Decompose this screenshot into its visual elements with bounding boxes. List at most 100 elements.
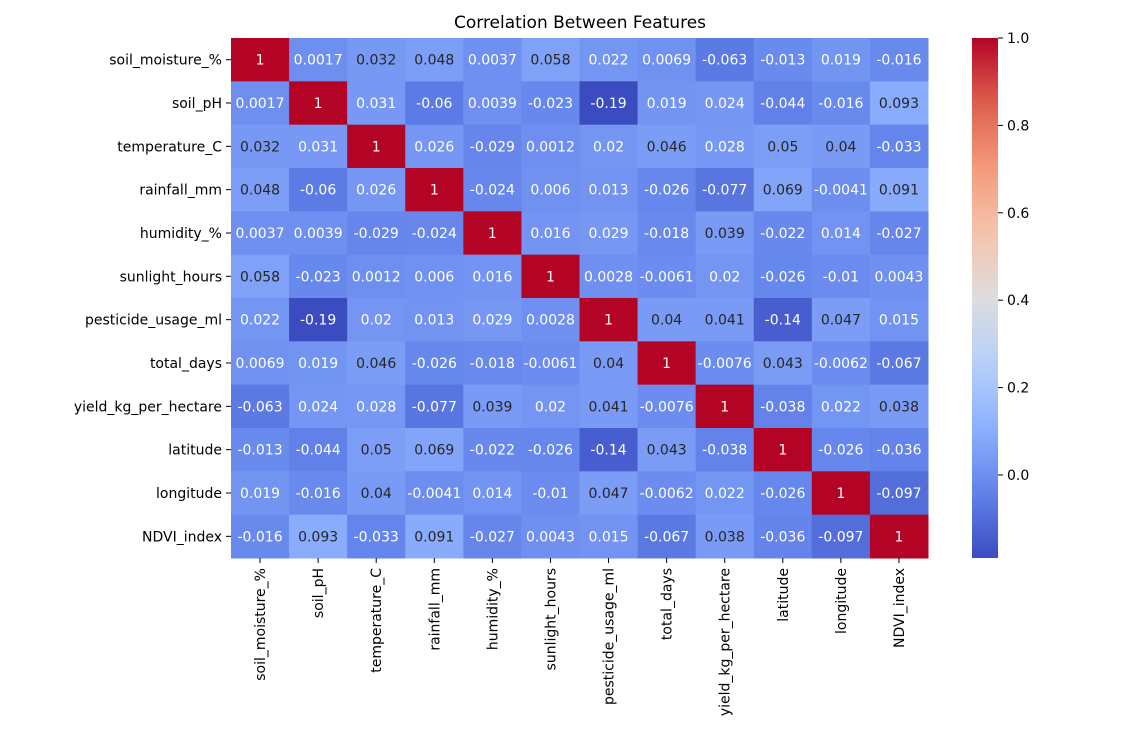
heatmap-cell (463, 211, 522, 256)
heatmap-cell (231, 384, 290, 429)
y-tick-label: rainfall_mm (139, 183, 222, 199)
cell-value-label: 1 (604, 313, 613, 329)
heatmap-cell (463, 38, 522, 82)
cell-value-label: -0.024 (470, 183, 515, 199)
cell-value-label: 0.04 (651, 313, 682, 329)
heatmap-cell (463, 341, 522, 386)
cell-value-label: 0.0012 (352, 269, 401, 285)
heatmap-cell (579, 38, 639, 82)
cell-value-label: 0.02 (361, 313, 392, 329)
heatmap-cell (289, 211, 348, 256)
heatmap-cell (637, 38, 697, 82)
heatmap-cell (811, 81, 871, 126)
cell-value-label: 0.031 (298, 139, 338, 155)
cell-value-label: -0.19 (300, 313, 336, 329)
heatmap-cell (521, 428, 580, 472)
heatmap-cell (231, 211, 290, 256)
cell-value-label: -0.016 (237, 529, 282, 545)
cell-value-label: 1 (836, 486, 845, 502)
heatmap-cell (637, 211, 697, 256)
cell-value-label: 1 (546, 269, 555, 285)
heatmap-cell (637, 384, 697, 429)
cell-value-label: 0.031 (356, 96, 396, 112)
heatmap-cell (579, 124, 639, 169)
cell-value-label: 1 (662, 356, 671, 372)
x-tick-label: temperature_C (369, 568, 385, 673)
heatmap-cell (695, 81, 755, 126)
cell-value-label: -0.026 (760, 269, 805, 285)
x-tick-label: soil_pH (311, 568, 327, 618)
cell-value-label: 1 (488, 226, 497, 242)
heatmap-cell (347, 124, 406, 169)
heatmap-cell (289, 471, 348, 516)
colorbar-tick-label: 0.8 (1007, 118, 1029, 134)
heatmap-cell (405, 254, 464, 299)
cell-value-label: -0.026 (412, 356, 457, 372)
y-tick-label: soil_pH (172, 96, 222, 112)
heatmap-cell (231, 124, 290, 169)
heatmap-cell (869, 341, 929, 386)
cell-value-label: 0.091 (414, 529, 454, 545)
cell-value-label: 0.032 (240, 139, 280, 155)
cell-value-label: 1 (894, 529, 903, 545)
heatmap-cell (753, 81, 813, 126)
cell-value-label: 0.05 (361, 443, 392, 459)
heatmap-cells: 1 0.0017 0.032 0.048 0.0037 0.058 0.022 0.0069-… (231, 38, 929, 559)
cell-value-label: -0.19 (590, 96, 626, 112)
heatmap-cell (521, 341, 580, 386)
heatmap-cell (289, 81, 348, 126)
heatmap-cell (637, 428, 697, 472)
heatmap-cell (869, 254, 929, 299)
heatmap-cell (463, 471, 522, 516)
cell-value-label: -0.067 (644, 529, 689, 545)
colorbar-tick-label: 0.2 (1007, 381, 1029, 397)
heatmap-cell (753, 168, 813, 212)
cell-value-label: 0.028 (356, 399, 396, 415)
cell-value-label: -0.033 (876, 139, 921, 155)
cell-value-label: -0.063 (702, 53, 747, 69)
heatmap-cell (753, 211, 813, 256)
cell-value-label: -0.038 (702, 443, 747, 459)
heatmap-cell (753, 298, 813, 342)
y-tick-label: soil_moisture_% (109, 53, 222, 69)
x-tick-label: longitude (834, 568, 850, 634)
cell-value-label: -0.0062 (640, 486, 694, 502)
cell-value-label: 0.026 (356, 183, 396, 199)
heatmap-cell (811, 124, 871, 169)
y-tick-label: longitude (156, 486, 222, 502)
heatmap-cell (695, 211, 755, 256)
cell-value-label: -0.023 (296, 269, 341, 285)
heatmap-cell (753, 428, 813, 472)
colorbar-gradient (972, 38, 998, 558)
heatmap-cell (579, 514, 639, 559)
cell-value-label: -0.013 (760, 53, 805, 69)
cell-value-label: -0.06 (300, 183, 336, 199)
heatmap-cell (695, 298, 755, 342)
cell-value-label: -0.06 (416, 96, 452, 112)
cell-value-label: -0.026 (644, 183, 689, 199)
cell-value-label: 1 (314, 96, 323, 112)
heatmap-cell (231, 168, 290, 212)
heatmap-cell (695, 384, 755, 429)
cell-value-label: -0.022 (760, 226, 805, 242)
x-axis-tick-labels: soil_moisture_% soil_pH temperature_C rainf… (253, 558, 908, 716)
y-tick-label: NDVI_index (142, 529, 222, 545)
heatmap-cell (405, 298, 464, 342)
heatmap-cell (637, 298, 697, 342)
cell-value-label: 0.048 (240, 183, 280, 199)
heatmap-cell (695, 38, 755, 82)
cell-value-label: -0.077 (702, 183, 747, 199)
heatmap-cell (753, 341, 813, 386)
heatmap-cell (579, 168, 639, 212)
heatmap-cell (811, 471, 871, 516)
heatmap-cell (637, 514, 697, 559)
heatmap-cell (347, 428, 406, 472)
cell-value-label: 0.006 (530, 183, 570, 199)
heatmap-cell (811, 168, 871, 212)
heatmap-cell (579, 211, 639, 256)
cell-value-label: 0.016 (472, 269, 512, 285)
heatmap-cell (405, 471, 464, 516)
heatmap-cell (637, 471, 697, 516)
cell-value-label: 0.02 (593, 139, 624, 155)
heatmap-cell (231, 471, 290, 516)
